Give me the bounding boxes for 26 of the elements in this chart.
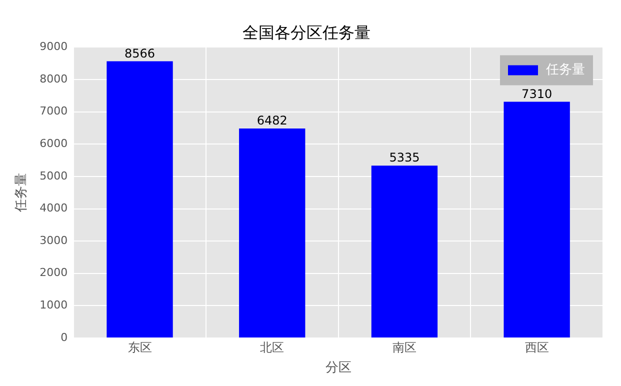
x-tick-label: 北区 bbox=[260, 340, 284, 354]
legend-label: 任务量 bbox=[545, 62, 585, 78]
y-axis-title: 任务量 bbox=[14, 173, 30, 214]
bar bbox=[504, 102, 570, 338]
y-tick-label: 9000 bbox=[40, 40, 68, 54]
y-tick-label: 4000 bbox=[40, 202, 68, 215]
x-axis-title: 分区 bbox=[325, 360, 352, 376]
y-tick-label: 7000 bbox=[40, 104, 68, 118]
data-label: 8566 bbox=[124, 46, 156, 60]
y-tick-label: 6000 bbox=[40, 136, 68, 150]
data-label: 5335 bbox=[389, 150, 420, 165]
chart-title: 全国各分区任务量 bbox=[242, 22, 370, 42]
y-tick-label: 0 bbox=[60, 330, 68, 344]
x-tick-label: 西区 bbox=[524, 340, 549, 354]
x-tick-label: 东区 bbox=[128, 340, 152, 354]
y-tick-label: 1000 bbox=[40, 298, 68, 312]
y-tick-label: 8000 bbox=[40, 72, 68, 86]
bar bbox=[239, 128, 306, 338]
y-tick-label: 5000 bbox=[40, 169, 68, 182]
x-tick-label: 南区 bbox=[392, 340, 416, 354]
data-label: 7310 bbox=[522, 86, 552, 101]
y-tick-label: 2000 bbox=[40, 266, 68, 280]
y-tick-label: 3000 bbox=[40, 234, 68, 247]
data-label: 6482 bbox=[256, 114, 288, 128]
bar bbox=[106, 61, 173, 338]
bar bbox=[371, 166, 438, 338]
